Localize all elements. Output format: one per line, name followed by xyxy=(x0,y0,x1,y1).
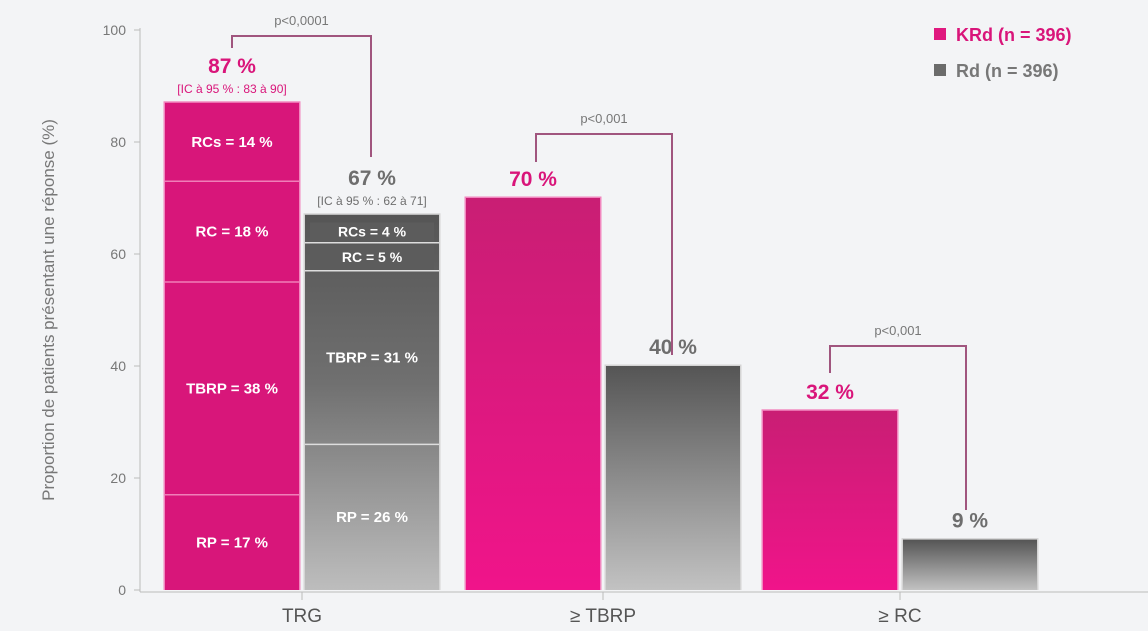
ci-label: [IC à 95 % : 62 à 71] xyxy=(317,194,426,208)
legend-label-krd: KRd (n = 396) xyxy=(956,25,1072,45)
data-label: 87 % xyxy=(208,55,256,78)
bar-rd-2 xyxy=(903,539,1037,590)
significance-bracket xyxy=(829,345,967,510)
bar-krd-0 xyxy=(165,102,299,591)
stack-label: RP = 26 % xyxy=(336,509,408,526)
stack-label: TBRP = 38 % xyxy=(186,380,278,397)
stack-label: RP = 17 % xyxy=(196,534,268,551)
data-label: 9 % xyxy=(952,510,989,533)
data-label: 67 % xyxy=(348,167,396,190)
stack-label: RCs = 4 % xyxy=(338,224,407,240)
y-tick-label: 100 xyxy=(103,22,127,38)
ci-label: [IC à 95 % : 83 à 90] xyxy=(177,82,286,96)
stack-segment-Rd xyxy=(310,244,434,270)
x-tick-label: ≥ TBRP xyxy=(570,606,636,627)
legend-swatch-krd xyxy=(934,28,946,40)
stack-label: RC = 5 % xyxy=(342,249,403,265)
stack-label: RCs = 14 % xyxy=(191,134,272,151)
x-tick-label: ≥ RC xyxy=(878,606,921,627)
bar-krd-1 xyxy=(466,198,600,590)
y-tick-label: 40 xyxy=(110,358,126,374)
y-tick-label: 60 xyxy=(110,246,126,262)
y-axis-label: Proportion de patients présentant une ré… xyxy=(39,119,58,501)
bar-krd-2 xyxy=(763,410,897,590)
y-tick-label: 20 xyxy=(110,470,126,486)
data-label: 70 % xyxy=(509,168,557,191)
bar-rd-1 xyxy=(606,366,740,590)
y-tick-label: 80 xyxy=(110,134,126,150)
x-tick-label: TRG xyxy=(282,606,322,627)
legend-swatch-rd xyxy=(934,64,946,76)
stack-label: TBRP = 31 % xyxy=(326,350,418,367)
significance-bracket xyxy=(231,35,372,157)
p-value-label: p<0,001 xyxy=(874,323,921,338)
stack-label: RC = 18 % xyxy=(196,224,269,241)
significance-bracket xyxy=(535,133,673,355)
data-label: 32 % xyxy=(806,381,854,404)
p-value-label: p<0,0001 xyxy=(274,13,329,28)
p-value-label: p<0,001 xyxy=(580,111,627,126)
bar-rd-0 xyxy=(305,214,439,591)
legend-label-rd: Rd (n = 396) xyxy=(956,61,1059,81)
y-tick-label: 0 xyxy=(118,582,126,598)
data-label: 40 % xyxy=(649,336,697,359)
stack-segment-Rd xyxy=(310,222,434,242)
